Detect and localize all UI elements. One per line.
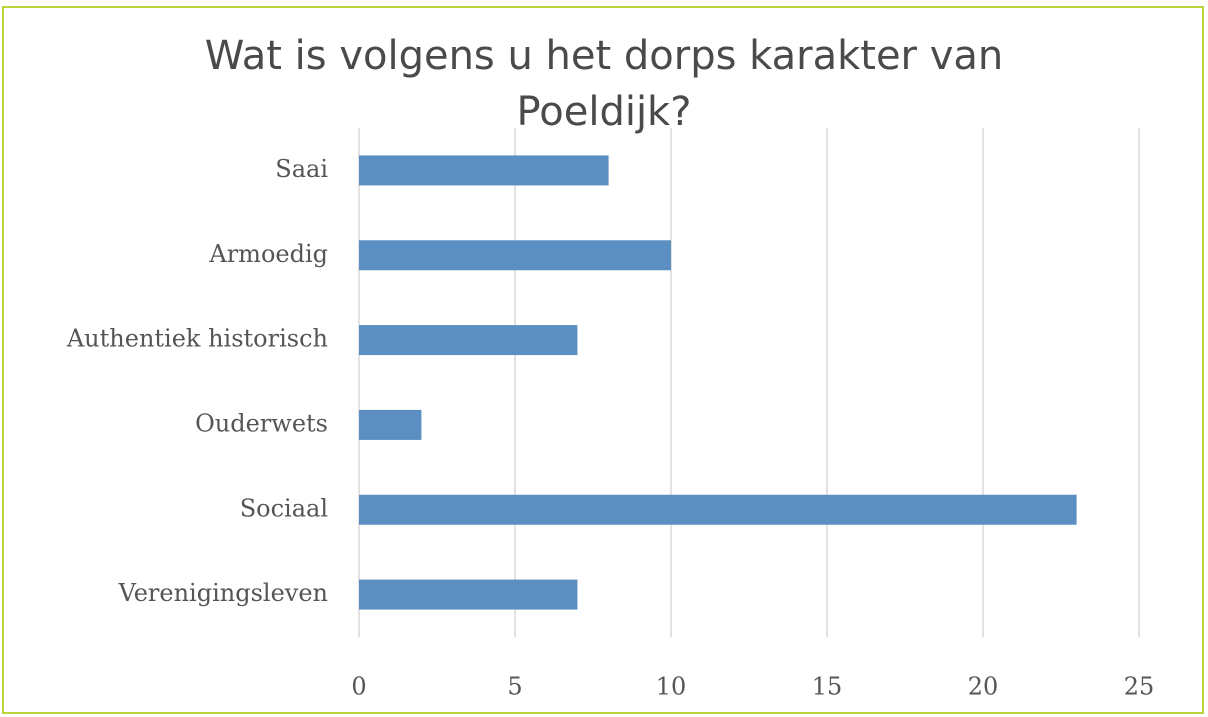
bar — [359, 155, 609, 186]
x-tick-label: 15 — [812, 673, 843, 701]
y-tick-label: Verenigingsleven — [118, 579, 328, 607]
y-tick-label: Armoedig — [208, 240, 328, 268]
x-tick-label: 0 — [351, 673, 366, 701]
y-tick-label: Ouderwets — [195, 409, 328, 437]
y-tick-label: Saai — [275, 155, 328, 183]
bar — [359, 494, 1077, 525]
y-tick-label: Authentiek historisch — [66, 325, 328, 353]
x-tick-label: 20 — [968, 673, 999, 701]
bar — [359, 240, 671, 271]
x-tick-label: 5 — [507, 673, 522, 701]
y-tick-label: Sociaal — [240, 494, 328, 522]
x-tick-label: 25 — [1124, 673, 1155, 701]
bar — [359, 409, 422, 440]
chart-border — [2, 6, 1204, 714]
x-tick-label: 10 — [656, 673, 687, 701]
bar — [359, 325, 578, 356]
chart-title: Wat is volgens u het dorps karakter van … — [204, 33, 1004, 135]
bar — [359, 579, 578, 610]
